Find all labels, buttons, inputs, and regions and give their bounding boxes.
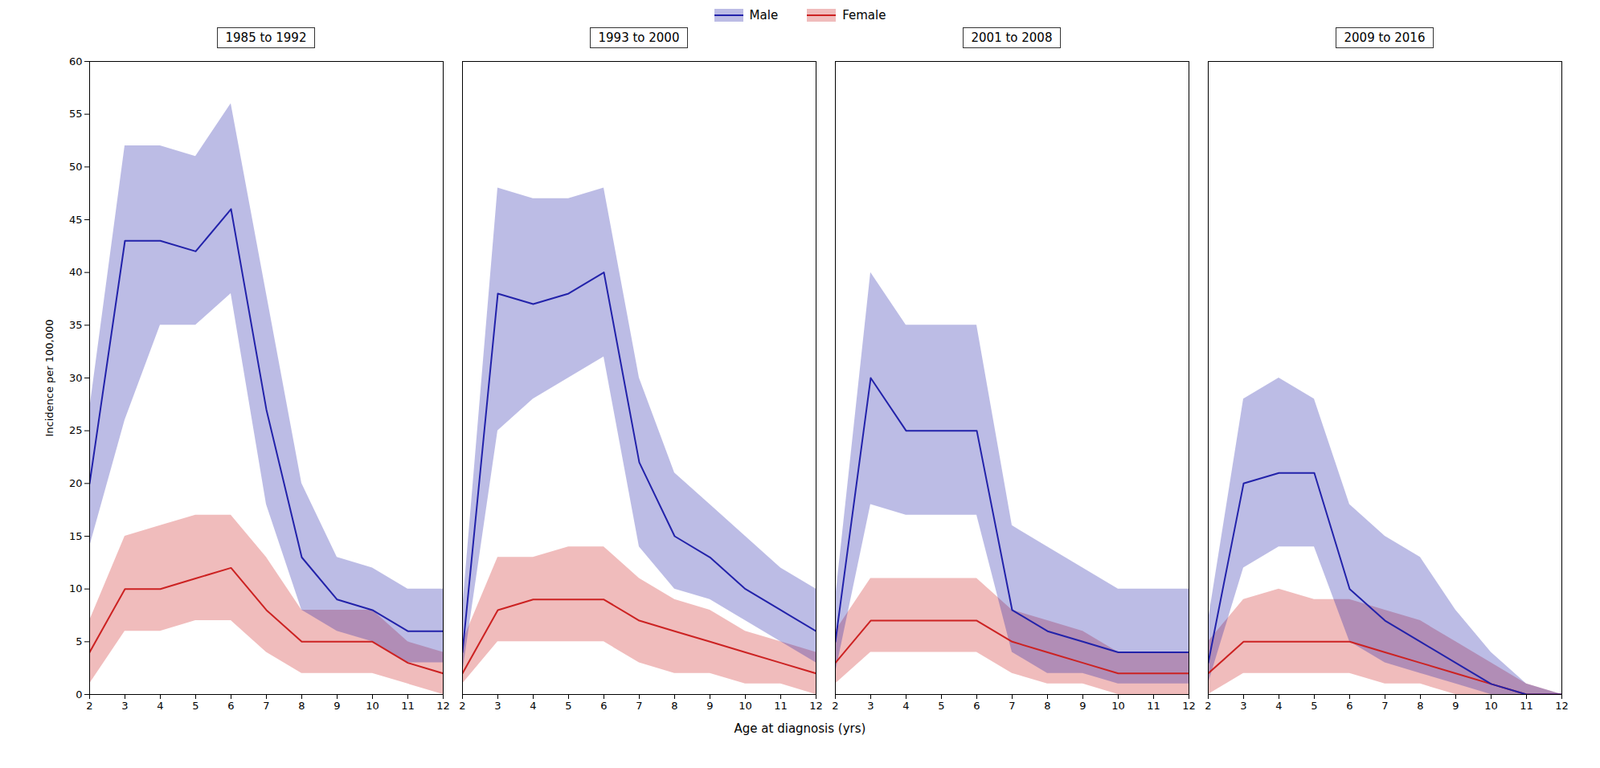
svg-text:2: 2 [1204, 699, 1212, 713]
svg-text:0: 0 [75, 688, 82, 701]
svg-text:6: 6 [1346, 699, 1353, 713]
svg-text:30: 30 [69, 372, 83, 385]
svg-text:8: 8 [1043, 699, 1051, 713]
svg-text:4: 4 [902, 699, 909, 713]
svg-text:9: 9 [1452, 699, 1459, 713]
svg-text:45: 45 [69, 213, 83, 226]
svg-text:8: 8 [1416, 699, 1424, 713]
svg-text:12: 12 [436, 699, 451, 713]
svg-text:11: 11 [1146, 699, 1161, 713]
svg-text:8: 8 [298, 699, 305, 713]
svg-text:2: 2 [458, 699, 466, 713]
svg-text:15: 15 [69, 530, 83, 543]
svg-text:7: 7 [635, 699, 643, 713]
svg-text:50: 50 [69, 160, 83, 173]
svg-text:3: 3 [867, 699, 874, 713]
svg-text:4: 4 [156, 699, 164, 713]
svg-text:2: 2 [831, 699, 839, 713]
html-text:Female: Female [842, 8, 886, 23]
svg-text:Incidence per 100,000: Incidence per 100,000 [43, 319, 56, 437]
svg-text:2: 2 [85, 699, 93, 713]
svg-text:7: 7 [262, 699, 270, 713]
svg-text:5: 5 [564, 699, 572, 713]
svg-text:7: 7 [1381, 699, 1388, 713]
svg-text:5: 5 [192, 699, 199, 713]
html-text:2009 to 2016: 2009 to 2016 [1344, 30, 1426, 46]
svg-text:9: 9 [333, 699, 340, 713]
svg-text:40: 40 [69, 265, 83, 279]
svg-text:3: 3 [494, 699, 501, 713]
html-text:1993 to 2000: 1993 to 2000 [598, 30, 680, 46]
svg-text:3: 3 [1239, 699, 1247, 713]
svg-text:12: 12 [809, 699, 823, 713]
html-text:2001 to 2008: 2001 to 2008 [971, 30, 1053, 46]
svg-text:6: 6 [227, 699, 234, 713]
svg-text:11: 11 [773, 699, 788, 713]
svg-text:10: 10 [365, 699, 380, 713]
svg-text:4: 4 [1275, 699, 1282, 713]
svg-text:10: 10 [1111, 699, 1126, 713]
svg-text:60: 60 [69, 55, 83, 68]
svg-text:20: 20 [69, 477, 83, 490]
html-text:Male: Male [749, 8, 778, 23]
svg-text:10: 10 [1484, 699, 1498, 713]
svg-text:9: 9 [706, 699, 713, 713]
svg-text:10: 10 [69, 582, 83, 595]
svg-text:35: 35 [69, 319, 83, 332]
svg-text:11: 11 [1519, 699, 1534, 713]
svg-text:8: 8 [671, 699, 678, 713]
svg-text:12: 12 [1182, 699, 1196, 713]
svg-text:3: 3 [121, 699, 128, 713]
svg-text:5: 5 [1310, 699, 1318, 713]
svg-text:4: 4 [529, 699, 537, 713]
svg-text:5: 5 [75, 635, 82, 648]
svg-text:7: 7 [1008, 699, 1015, 713]
svg-text:10: 10 [738, 699, 753, 713]
svg-text:9: 9 [1079, 699, 1086, 713]
svg-text:11: 11 [401, 699, 415, 713]
svg-text:6: 6 [600, 699, 607, 713]
svg-text:12: 12 [1554, 699, 1569, 713]
svg-text:25: 25 [69, 424, 83, 437]
svg-text:5: 5 [937, 699, 945, 713]
svg-text:55: 55 [69, 107, 83, 120]
svg-text:6: 6 [973, 699, 980, 713]
html-text:Age at diagnosis (yrs): Age at diagnosis (yrs) [734, 721, 866, 737]
html-text:1985 to 1992: 1985 to 1992 [225, 30, 307, 46]
